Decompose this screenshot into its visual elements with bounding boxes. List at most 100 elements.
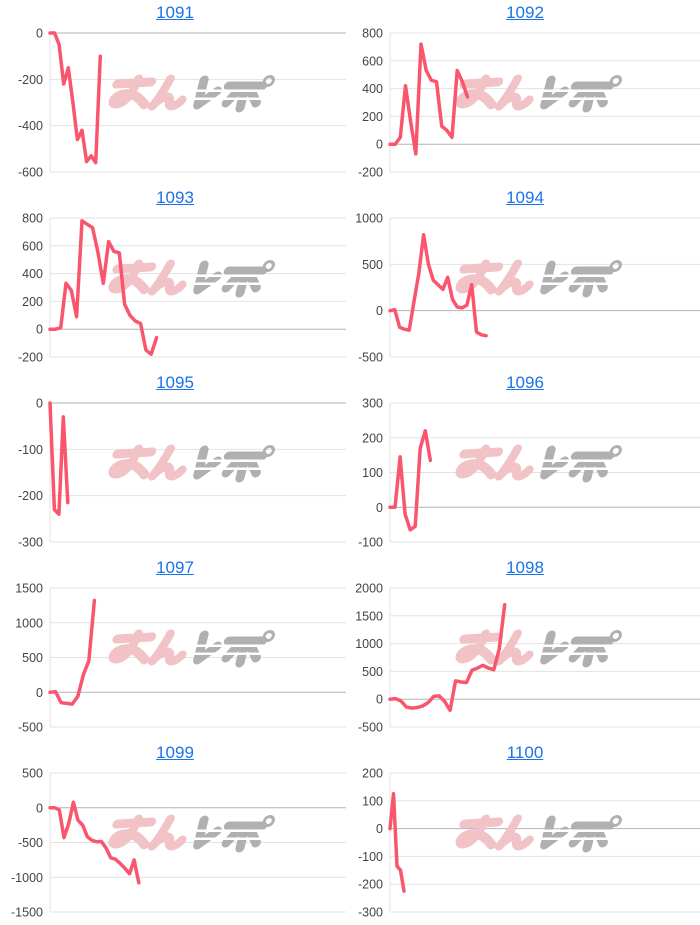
watermark-glyph-po	[582, 636, 598, 668]
chart-title-link[interactable]: 1093	[156, 188, 194, 207]
y-tick-label: -500	[18, 836, 43, 850]
y-tick-label: 1000	[15, 616, 43, 630]
y-tick-label: -100	[358, 850, 383, 864]
watermark-glyph-re	[193, 260, 222, 295]
chart-title-row: 1097	[0, 557, 350, 580]
chart-title-link[interactable]: 1094	[506, 188, 544, 207]
chart-title-row: 1096	[350, 372, 700, 395]
y-tick-label: 0	[36, 801, 43, 815]
watermark-glyph-mi	[455, 629, 497, 665]
chart-canvas: 2000 1500 1000 500 0 -500	[355, 582, 700, 735]
watermark-glyph-re	[193, 630, 222, 665]
chart-title-link[interactable]: 1091	[156, 3, 194, 22]
chart-title-link[interactable]: 1099	[156, 743, 194, 762]
y-tick-label: 0	[376, 138, 383, 152]
chart-title-row: 1098	[350, 557, 700, 580]
watermark-glyph-re	[193, 445, 222, 480]
minrepo-watermark-logo	[455, 444, 635, 483]
chart-title-link[interactable]: 1098	[506, 558, 544, 577]
y-tick-label: 600	[362, 54, 383, 68]
watermark-glyph-re	[540, 445, 569, 480]
series-line	[48, 598, 97, 706]
chart-cell: 1093 800 600 400 200 0 -200	[0, 185, 350, 370]
watermark-speedline	[542, 829, 635, 832]
chart-cell: 1098 2000 1500 1000 500 0 -500	[350, 555, 700, 740]
watermark-glyph-mi	[108, 814, 150, 850]
y-tick-label: -1000	[11, 871, 43, 885]
watermark-speedline	[195, 274, 288, 277]
chart-cell: 1091 0 -200 -400 -600	[0, 0, 350, 185]
y-tick-label: 400	[22, 267, 43, 281]
series-line	[388, 429, 433, 532]
y-tick-label: 500	[362, 665, 383, 679]
watermark-glyph-n	[494, 629, 534, 666]
minrepo-watermark-logo	[455, 814, 635, 853]
y-tick-label: -200	[18, 351, 43, 365]
watermark-speedline	[195, 829, 288, 832]
y-tick-label: -500	[358, 351, 383, 365]
minrepo-watermark-logo	[455, 629, 635, 668]
watermark-glyph-po	[235, 451, 251, 483]
watermark-speedline	[193, 837, 286, 840]
chart-title-row: 1095	[0, 372, 350, 395]
y-tick-label: 0	[376, 304, 383, 318]
y-tick-label: 800	[22, 212, 43, 226]
watermark-glyph-po	[582, 821, 598, 853]
y-tick-label: 100	[362, 794, 383, 808]
watermark-handakuten	[609, 445, 622, 457]
watermark-glyph-po	[582, 451, 598, 483]
y-tick-label: 200	[22, 295, 43, 309]
watermark-glyph-mi	[108, 444, 150, 480]
chart-canvas: 800 600 400 200 0 -200	[18, 212, 346, 365]
chart-title-row: 1094	[350, 187, 700, 210]
chart-title-link[interactable]: 1095	[156, 373, 194, 392]
watermark-speedline	[193, 282, 286, 285]
watermark-glyph-mi	[108, 259, 150, 295]
watermark-glyph-mi	[455, 74, 497, 110]
y-tick-label: 600	[22, 239, 43, 253]
y-tick-label: 1500	[15, 582, 43, 596]
y-tick-label: 0	[36, 323, 43, 337]
watermark-handakuten	[609, 260, 622, 272]
minrepo-watermark-logo	[108, 629, 288, 668]
watermark-speedline	[542, 274, 635, 277]
chart-title-link[interactable]: 1097	[156, 558, 194, 577]
watermark-glyph-re	[540, 630, 569, 665]
y-tick-label: -200	[18, 489, 43, 503]
chart-title-link[interactable]: 1092	[506, 3, 544, 22]
y-tick-label: 200	[362, 431, 383, 445]
y-tick-label: -1500	[11, 906, 43, 920]
watermark-glyph-mi	[108, 74, 150, 110]
chart-canvas: 300 200 100 0 -100	[358, 397, 700, 550]
y-tick-label: -400	[18, 119, 43, 133]
y-tick-label: -200	[358, 878, 383, 892]
watermark-handakuten	[262, 75, 275, 87]
chart-title-row: 1091	[0, 2, 350, 25]
chart-canvas: 500 0 -500 -1000 -1500	[11, 767, 346, 920]
y-tick-label: -300	[358, 906, 383, 920]
chart-title-row: 1092	[350, 2, 700, 25]
watermark-glyph-n	[494, 814, 534, 851]
watermark-glyph-re	[540, 75, 569, 110]
watermark-glyph-n	[147, 814, 187, 851]
y-tick-label: -100	[18, 443, 43, 457]
series-line	[388, 792, 406, 893]
watermark-glyph-n	[494, 444, 534, 481]
chart-cell: 1095 0 -100 -200 -300	[0, 370, 350, 555]
y-tick-label: -500	[18, 721, 43, 735]
series-line	[388, 232, 488, 338]
y-tick-label: 0	[36, 397, 43, 411]
y-tick-label: -200	[18, 73, 43, 87]
chart-title-row: 1093	[0, 187, 350, 210]
watermark-glyph-n	[147, 629, 187, 666]
watermark-speedline	[195, 89, 288, 92]
watermark-glyph-mi	[455, 814, 497, 850]
watermark-speedline	[193, 97, 286, 100]
minrepo-watermark-logo	[455, 74, 635, 113]
chart-cell: 1096 300 200 100 0 -100	[350, 370, 700, 555]
chart-canvas: 800 600 400 200 0 -200	[358, 27, 700, 180]
chart-title-link[interactable]: 1096	[506, 373, 544, 392]
chart-title-link[interactable]: 1100	[506, 743, 544, 762]
watermark-speedline	[540, 97, 633, 100]
